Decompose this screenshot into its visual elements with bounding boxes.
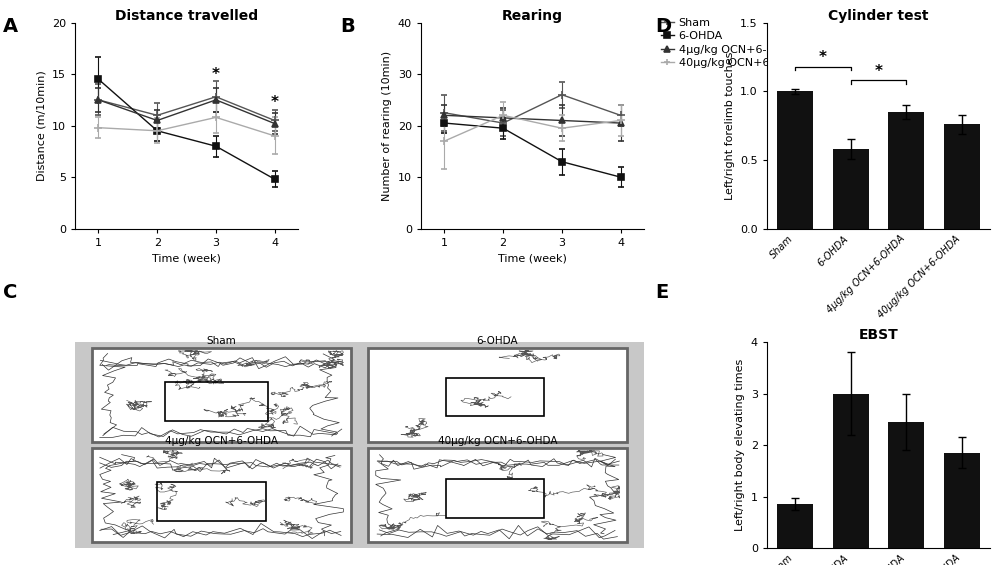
Bar: [368, 348, 627, 442]
Bar: [944, 453, 980, 548]
Title: EBST: EBST: [859, 328, 898, 342]
Text: D: D: [655, 17, 671, 36]
Y-axis label: Number of rearing (10min): Number of rearing (10min): [382, 50, 392, 201]
Text: 6-OHDA: 6-OHDA: [477, 336, 518, 346]
Title: Rearing: Rearing: [502, 8, 563, 23]
Y-axis label: Left/right body elevating times: Left/right body elevating times: [735, 359, 745, 531]
X-axis label: Time (week): Time (week): [498, 253, 567, 263]
Title: Cylinder test: Cylinder test: [828, 8, 929, 23]
Bar: [777, 92, 813, 229]
Bar: [92, 448, 351, 542]
Text: *: *: [874, 64, 882, 79]
Bar: [777, 504, 813, 548]
Bar: [944, 124, 980, 229]
Text: 40μg/kg OCN+6-OHDA: 40μg/kg OCN+6-OHDA: [438, 436, 557, 446]
Text: A: A: [3, 17, 18, 36]
Bar: [446, 479, 544, 519]
Text: E: E: [655, 282, 668, 302]
Title: Distance travelled: Distance travelled: [115, 8, 258, 23]
Y-axis label: Distance (m/10min): Distance (m/10min): [36, 70, 46, 181]
Text: *: *: [819, 50, 827, 65]
Bar: [92, 348, 351, 442]
Legend: Sham, 6-OHDA, 4μg/kg OCN+6-OHDA, 40μg/kg OCN+6-OHDA: Sham, 6-OHDA, 4μg/kg OCN+6-OHDA, 40μg/kg…: [661, 18, 806, 68]
Text: Sham: Sham: [207, 336, 236, 346]
Text: *: *: [271, 95, 279, 110]
Bar: [157, 482, 266, 521]
Text: B: B: [340, 17, 355, 36]
Bar: [833, 149, 869, 229]
Bar: [888, 112, 924, 229]
X-axis label: Time (week): Time (week): [152, 253, 221, 263]
Y-axis label: Left/right forelimb touches: Left/right forelimb touches: [725, 51, 735, 200]
Text: C: C: [3, 282, 17, 302]
Bar: [165, 382, 268, 421]
Text: 4μg/kg OCN+6-OHDA: 4μg/kg OCN+6-OHDA: [165, 436, 278, 446]
Bar: [888, 422, 924, 548]
Bar: [368, 448, 627, 542]
Bar: [446, 378, 544, 416]
Bar: [833, 393, 869, 548]
Text: *: *: [212, 67, 220, 82]
